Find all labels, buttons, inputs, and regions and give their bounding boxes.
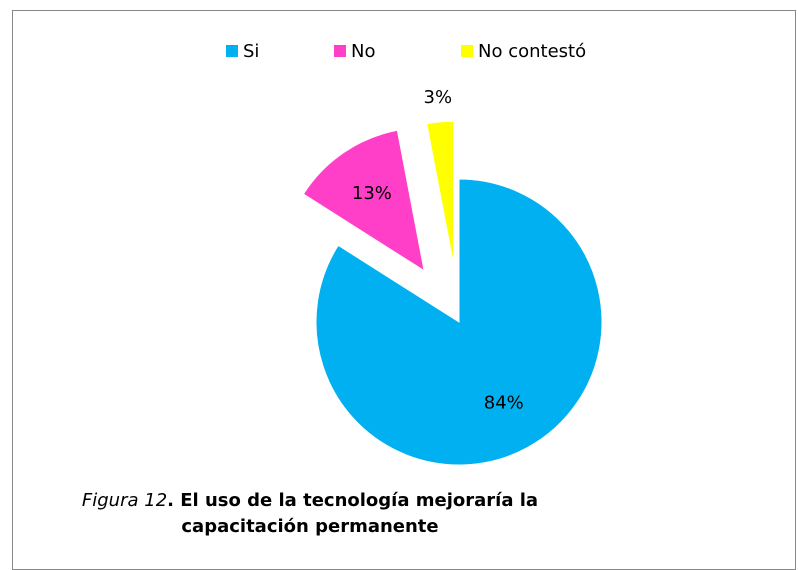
legend-swatch (461, 45, 473, 57)
figure-label: Figura 12 (81, 490, 168, 511)
legend-label: No (351, 41, 375, 62)
legend-swatch (334, 45, 346, 57)
caption: Figura 12. El uso de la tecnología mejor… (50, 488, 570, 540)
data-label: 13% (352, 183, 392, 204)
pie-slice (315, 178, 603, 466)
data-label: 3% (424, 87, 453, 108)
pie-slice (426, 120, 455, 265)
pie-slice (302, 129, 425, 272)
data-label: 84% (484, 392, 524, 413)
chart-title: . El uso de la tecnología mejoraría la c… (167, 490, 539, 537)
legend-swatch (226, 45, 238, 57)
legend-label: No contestó (478, 41, 586, 62)
legend-label: Si (243, 41, 259, 62)
